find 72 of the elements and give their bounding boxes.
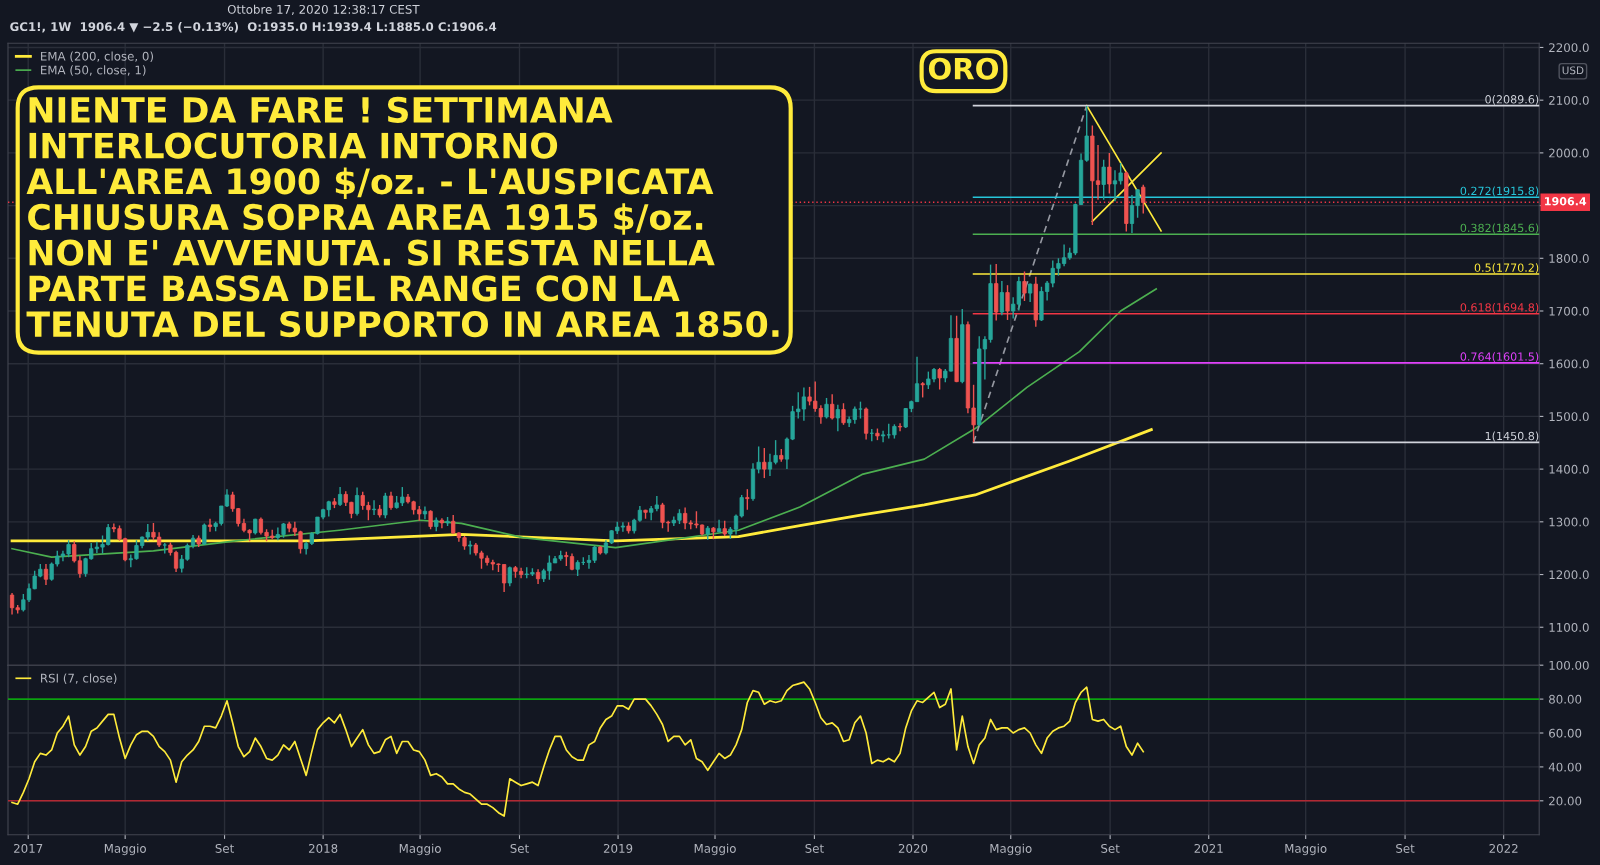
text: USD (1562, 66, 1584, 75)
candlestick (1005, 284, 1010, 321)
y-tick-label: 1200.0 (1549, 570, 1589, 580)
x-tick-label: Maggio (1285, 843, 1327, 856)
candlestick (1022, 270, 1027, 302)
x-tick-label: Maggio (104, 843, 146, 856)
legend-label: EMA (50, close, 1) (41, 65, 146, 76)
candlestick (762, 447, 767, 479)
y-tick-label: 2000.0 (1549, 148, 1589, 158)
candlestick (835, 404, 840, 432)
candlestick (1107, 152, 1112, 195)
annotation: NIENTE DA FARE ! SETTIMANA INTERLOCUTORIA INTORNO ALL'AREA 1900 $/oz. - L'AUSPICATA CHIUSURA SOPRA AREA 1915 $/oz. NON E' AVVENUTA. SI RESTA NELLA PARTE BASSA DEL RANGE CON LA TENUTA DEL SUPPORTO IN AREA 1850. (26, 96, 779, 338)
candlestick (745, 488, 750, 511)
y-tick-label: 20.00 (1549, 796, 1582, 806)
x-tick-label: Maggio (990, 843, 1032, 856)
candlestick (1141, 184, 1146, 215)
ref-line-label: 1906.4 (1545, 197, 1587, 206)
annotation: 0.272(1915.8) (1460, 186, 1539, 197)
candlestick (354, 486, 360, 517)
legend-label: EMA (200, close, 0) (41, 51, 154, 63)
candlestick (428, 509, 433, 530)
x-tick-label: 2018 (308, 843, 338, 853)
y-tick-label: 1300.0 (1549, 517, 1589, 527)
y-tick-label: 60.00 (1549, 728, 1582, 738)
candlestick (1101, 159, 1106, 201)
candlestick (1028, 282, 1033, 303)
y-tick-label: 40.00 (1548, 762, 1582, 772)
annotation: 1(1450.8) (1485, 431, 1539, 442)
line-series (10, 428, 1153, 543)
x-tick-label: 2020 (898, 843, 928, 853)
candlestick (841, 402, 846, 426)
y-tick-label: 80.00 (1549, 694, 1582, 704)
y-tick-label: 1800.0 (1549, 254, 1589, 263)
x-tick-label: 2019 (603, 843, 633, 853)
x-tick-label: 2022 (1489, 843, 1518, 853)
annotation: 0.5(1770.2) (1474, 263, 1539, 274)
candlestick (824, 397, 829, 420)
candlestick (830, 393, 835, 421)
annotation: 0.382(1845.6) (1460, 223, 1539, 234)
candlestick (337, 486, 343, 507)
candlestick (999, 280, 1004, 316)
x-tick-label: Set (1396, 843, 1415, 853)
y-tick-label: 2100.0 (1549, 95, 1589, 105)
candlestick (383, 492, 388, 519)
annotation: 0.618(1694.8) (1460, 303, 1539, 313)
candlestick (897, 422, 903, 432)
y-tick-label: 2200.0 (1549, 43, 1589, 53)
x-tick-label: Set (510, 843, 529, 853)
x-tick-label: Set (805, 843, 824, 853)
candlestick (880, 429, 886, 443)
chart-subtitle: Ottobre 17, 2020 12:38:17 CEST (227, 4, 420, 16)
x-tick-label: 2021 (1194, 843, 1223, 853)
annotation: 0(2089.6) (1485, 94, 1539, 105)
x-tick-label: Set (215, 843, 234, 853)
x-tick-label: Maggio (399, 843, 441, 856)
y-tick-label: 100.00 (1549, 660, 1589, 670)
chart-title: GC1!, 1W 1906.4 ▼ −2.5 (−0.13%) O:1935.0 H:1939.4 L:1885.0 C:1906.4 (10, 21, 497, 33)
x-tick-label: Maggio (694, 843, 736, 856)
annotation: 0.764(1601.5) (1460, 352, 1539, 363)
candlestick (207, 517, 213, 533)
y-tick-label: 1100.0 (1549, 622, 1589, 632)
y-tick-label: 1600.0 (1549, 359, 1589, 369)
y-tick-label: 1400.0 (1549, 464, 1589, 474)
y-tick-label: 1500.0 (1549, 412, 1589, 422)
x-tick-label: 2017 (14, 843, 43, 853)
candlestick (468, 540, 473, 556)
legend-label: RSI (7, close) (41, 673, 117, 684)
candlestick (43, 563, 49, 586)
x-tick-label: Set (1101, 843, 1120, 853)
candlestick (937, 367, 942, 391)
annotation: ORO (928, 57, 999, 80)
y-tick-label: 1700.0 (1549, 306, 1589, 316)
